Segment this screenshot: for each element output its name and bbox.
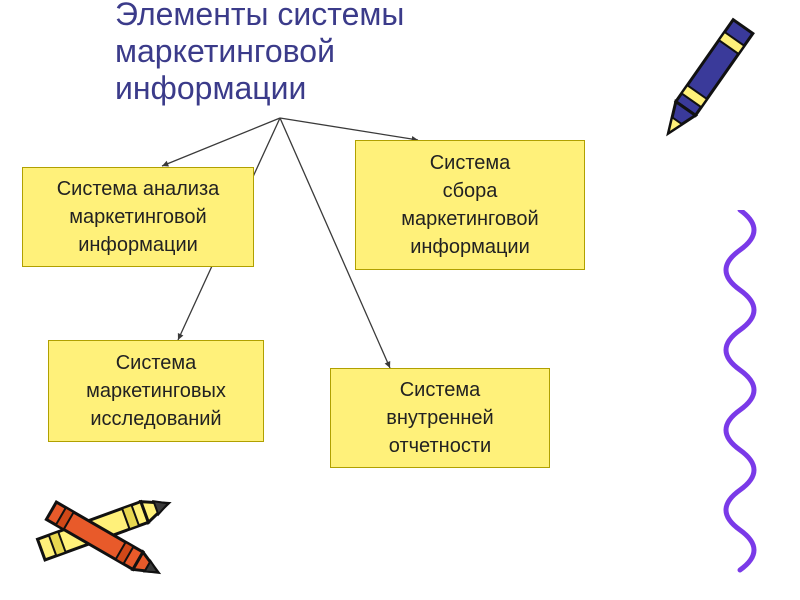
squiggle-decoration (700, 210, 780, 580)
title-line-2: маркетинговой (115, 33, 335, 69)
box-collection-label: Системасборамаркетинговойинформации (401, 149, 538, 261)
title-line-3: информации (115, 70, 306, 106)
crayon-icon-top-right (640, 8, 760, 168)
box-research: Системамаркетинговыхисследований (48, 340, 264, 442)
box-research-label: Системамаркетинговыхисследований (86, 349, 226, 433)
box-analysis-label: Система анализамаркетинговойинформации (57, 175, 220, 259)
box-collection: Системасборамаркетинговойинформации (355, 140, 585, 270)
box-reporting: Системавнутреннейотчетности (330, 368, 550, 468)
slide-title: Элементы системы маркетинговой информаци… (115, 0, 404, 106)
box-reporting-label: Системавнутреннейотчетности (386, 376, 493, 460)
box-analysis: Система анализамаркетинговойинформации (22, 167, 254, 267)
title-line-1: Элементы системы (115, 0, 404, 32)
crayon-cluster-icon (18, 470, 188, 590)
